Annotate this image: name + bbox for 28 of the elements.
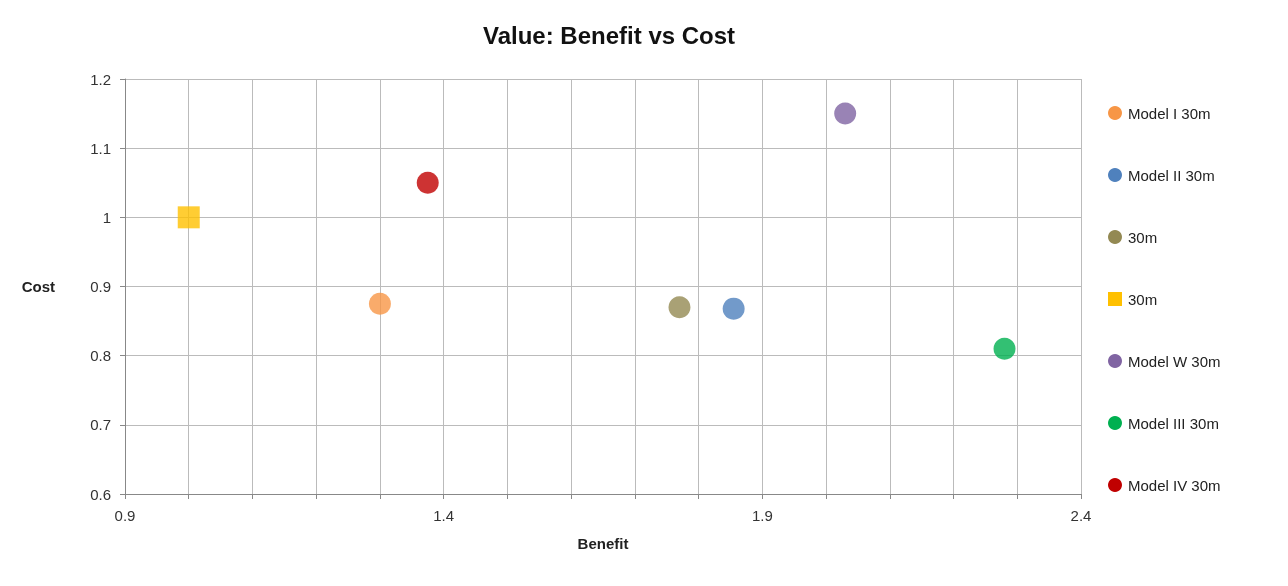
legend-label: Model W 30m — [1128, 352, 1221, 370]
y-tick-label: 0.8 — [90, 347, 111, 365]
x-tick-label: 0.9 — [114, 507, 136, 524]
point — [993, 337, 1016, 360]
legend-label: Model III 30m — [1128, 414, 1219, 432]
y-tick-label: 1.1 — [90, 139, 111, 157]
x-tick-label: 2.4 — [1070, 507, 1092, 524]
legend-label: 30m — [1128, 228, 1158, 246]
legend-label: Model IV 30m — [1128, 476, 1221, 494]
legend-label: Model I 30m — [1128, 104, 1211, 122]
point — [416, 171, 439, 194]
point — [177, 206, 200, 229]
x-axis-title: Benefit — [577, 535, 629, 552]
point — [668, 296, 691, 319]
y-tick-label: 0.6 — [90, 485, 111, 503]
point — [834, 102, 857, 125]
y-tick-label: 1.2 — [90, 70, 111, 88]
chart-title: Value: Benefit vs Cost — [483, 21, 736, 49]
point — [722, 297, 745, 320]
y-tick-label: 0.9 — [90, 278, 111, 295]
y-axis-title: Cost — [21, 278, 55, 295]
legend-label: 30m — [1128, 290, 1158, 308]
point — [368, 292, 391, 315]
y-tick-label: 0.7 — [90, 416, 111, 434]
y-tick-label: 1 — [102, 208, 111, 226]
x-tick-label: 1.4 — [433, 507, 455, 524]
x-tick-label: 1.9 — [751, 507, 773, 524]
legend-label: Model II 30m — [1128, 166, 1215, 184]
